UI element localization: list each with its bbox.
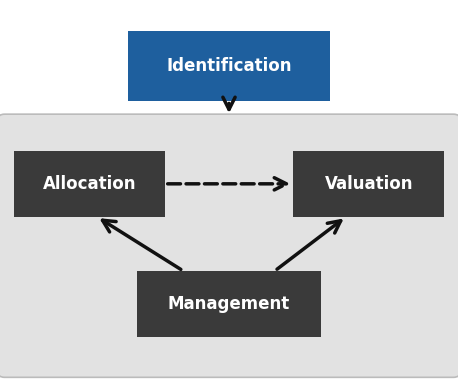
FancyBboxPatch shape	[293, 151, 444, 217]
Text: Identification: Identification	[166, 57, 292, 75]
Text: Valuation: Valuation	[324, 175, 413, 193]
Text: Allocation: Allocation	[43, 175, 136, 193]
FancyBboxPatch shape	[137, 271, 321, 337]
FancyBboxPatch shape	[14, 151, 165, 217]
Text: Management: Management	[168, 295, 290, 313]
FancyBboxPatch shape	[0, 114, 458, 377]
FancyBboxPatch shape	[128, 31, 330, 101]
